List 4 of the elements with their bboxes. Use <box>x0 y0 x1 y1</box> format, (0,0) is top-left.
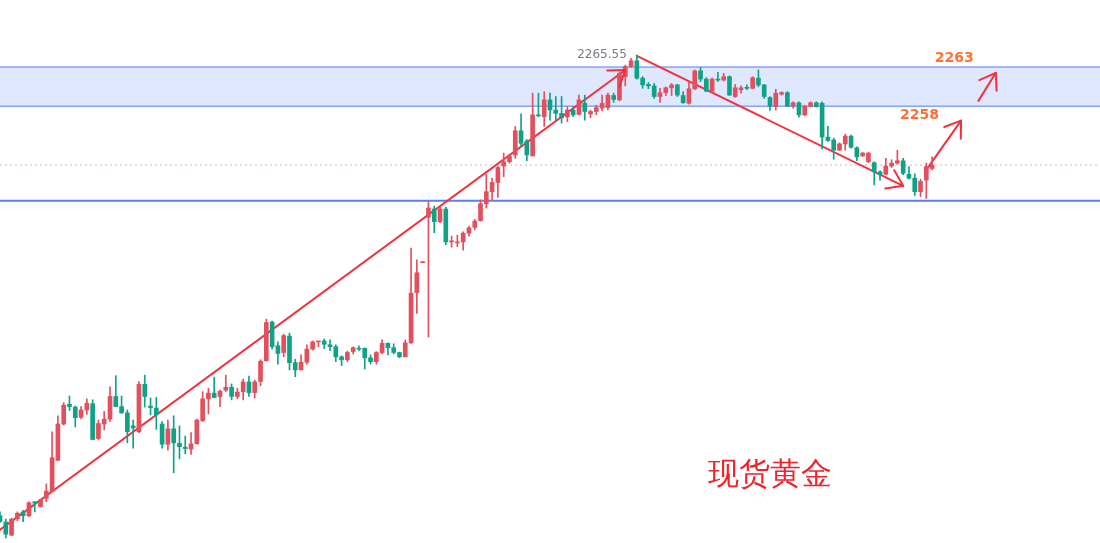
annotation: 2265.55 <box>577 47 627 62</box>
series-label: 2263 <box>934 48 974 65</box>
series-label: 2258 <box>900 105 940 122</box>
text: 现货黄金 <box>708 455 832 492</box>
